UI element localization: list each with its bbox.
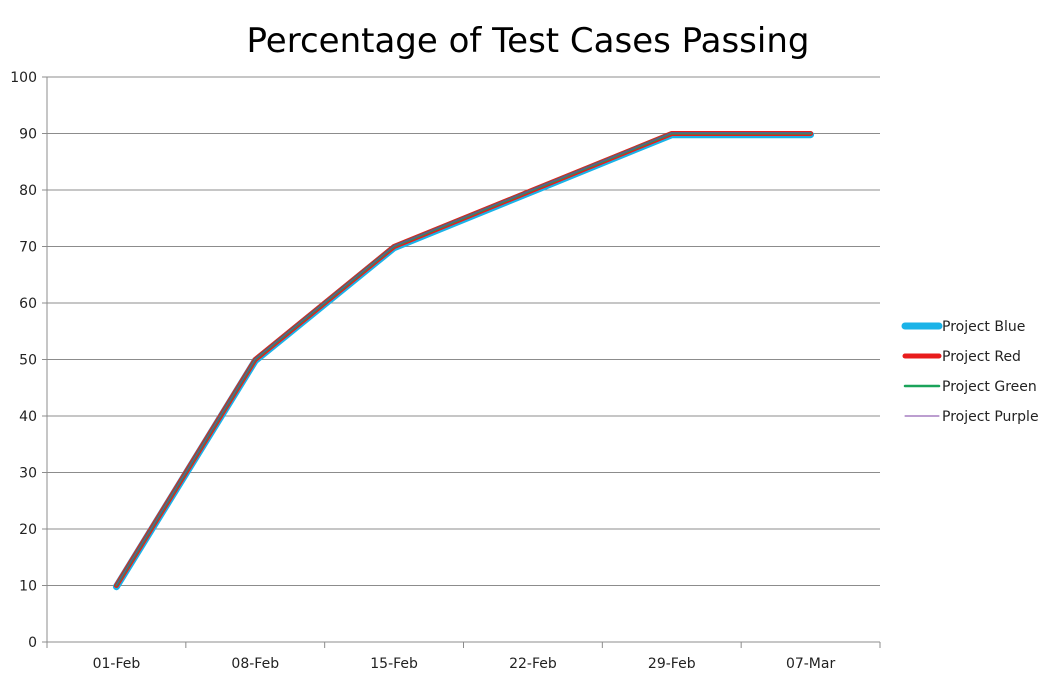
y-tick-label: 50 <box>19 353 37 369</box>
series-lines <box>112 131 815 591</box>
gridlines <box>47 76 880 586</box>
x-tick-label: 01-Feb <box>93 656 141 672</box>
x-tick-label: 22-Feb <box>509 656 557 672</box>
data-point <box>671 132 672 133</box>
data-point <box>532 189 533 190</box>
axes <box>42 76 881 648</box>
y-tick-label: 20 <box>19 522 37 538</box>
y-tick-label: 40 <box>19 409 37 425</box>
data-point <box>255 358 256 359</box>
y-tick-label: 100 <box>10 70 37 86</box>
series-line-project-blue <box>112 131 815 591</box>
y-tick-label: 90 <box>19 127 37 143</box>
chart-title: Percentage of Test Cases Passing <box>247 21 810 61</box>
series-line-project-purple <box>115 132 812 586</box>
legend-label: Project Blue <box>942 319 1025 335</box>
data-point <box>394 245 395 246</box>
legend-label: Project Purple <box>942 409 1039 425</box>
legend: Project Blue Project Red Project Green Proj… <box>901 319 1039 425</box>
y-tick-label: 10 <box>19 579 37 595</box>
legend-label: Project Green <box>942 379 1037 395</box>
data-point <box>116 584 117 585</box>
x-tick-label: 08-Feb <box>231 656 279 672</box>
x-tick-label: 07-Mar <box>786 656 836 672</box>
y-tick-label: 70 <box>19 240 37 256</box>
tick-labels: 0 10 20 30 40 50 60 70 80 90 100 01-Feb 08-Feb 15-Feb… <box>10 70 835 672</box>
legend-label: Project Red <box>942 349 1021 365</box>
y-tick-label: 0 <box>28 635 37 651</box>
y-tick-label: 30 <box>19 466 37 482</box>
y-tick-label: 60 <box>19 296 37 312</box>
x-tick-label: 15-Feb <box>370 656 418 672</box>
x-tick-label: 29-Feb <box>648 656 696 672</box>
y-tick-label: 80 <box>19 183 37 199</box>
data-point <box>810 132 811 133</box>
